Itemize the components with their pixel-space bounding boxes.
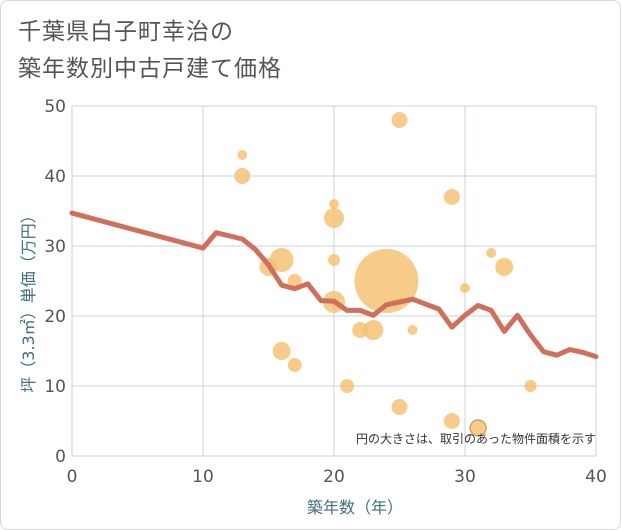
bubble-point xyxy=(443,413,460,429)
x-tick-label: 10 xyxy=(192,467,214,487)
bubble-point xyxy=(287,358,302,372)
bubble-point xyxy=(495,258,514,276)
bubble-point xyxy=(363,320,384,340)
bubble-point xyxy=(486,248,497,258)
y-tick-label: 10 xyxy=(44,377,66,397)
trend-line xyxy=(69,210,599,360)
y-tick-label: 0 xyxy=(55,447,66,467)
bubble-point xyxy=(443,189,460,205)
bubble-point xyxy=(328,254,340,266)
bubble-point xyxy=(524,380,537,392)
grid xyxy=(71,105,597,457)
size-note: 円の大きさは、取引のあった物件面積を示す xyxy=(356,431,596,446)
bubble-point xyxy=(340,379,355,393)
x-tick-label: 40 xyxy=(585,467,607,487)
bubble-point xyxy=(234,168,251,184)
bubble-point xyxy=(460,283,470,293)
x-tick-label: 0 xyxy=(67,467,78,487)
y-tick-label: 40 xyxy=(44,167,66,187)
y-tick-label: 20 xyxy=(44,307,66,327)
bubble-point xyxy=(391,399,408,415)
y-tick-label: 50 xyxy=(44,97,66,117)
title-line-2: 築年数別中古戸建て価格 xyxy=(18,56,282,82)
x-axis-label: 築年数（年） xyxy=(307,498,403,517)
trend-line-group xyxy=(69,210,599,360)
chart-title: 千葉県白子町幸治の 築年数別中古戸建て価格 xyxy=(18,14,282,88)
bubble-point xyxy=(391,112,408,128)
bubble-point xyxy=(354,249,419,313)
bubble-point xyxy=(287,274,302,288)
title-line-1: 千葉県白子町幸治の xyxy=(18,19,234,45)
bubble-point xyxy=(329,199,339,209)
x-tick-label: 30 xyxy=(454,467,476,487)
bubble-point xyxy=(407,325,418,335)
tick-labels: 0 10 20 30 40 0 10 20 30 40 50 xyxy=(44,97,606,487)
y-axis-label: 坪（3.3㎡）単価（万円） xyxy=(19,207,38,392)
bubble-point xyxy=(469,419,487,437)
x-tick-label: 20 xyxy=(323,467,345,487)
bubble-point xyxy=(237,150,248,160)
bubble-point xyxy=(352,322,369,338)
bubbles xyxy=(234,112,537,437)
y-tick-label: 30 xyxy=(44,237,66,257)
bubble-point xyxy=(272,342,291,360)
bubble-point xyxy=(324,208,344,228)
